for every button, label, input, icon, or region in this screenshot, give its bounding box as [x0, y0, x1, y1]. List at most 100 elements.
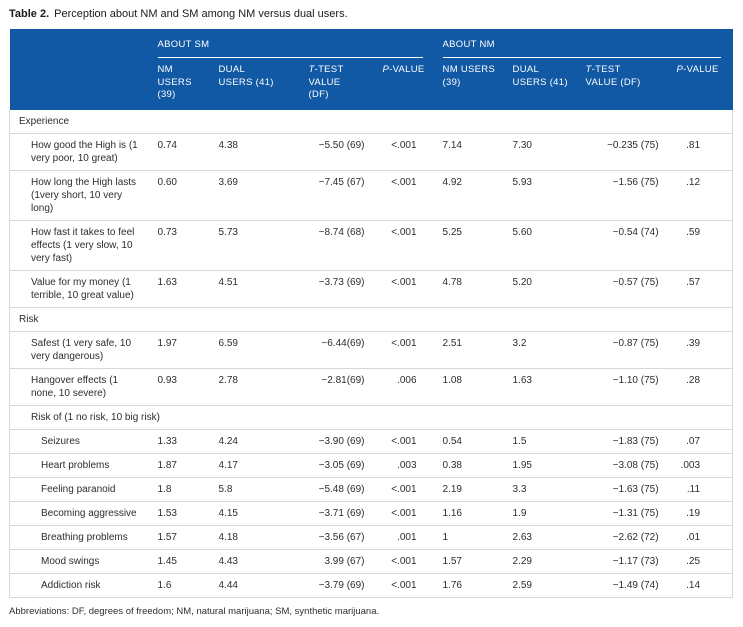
abbreviations-footnote: Abbreviations: DF, degrees of freedom; N… — [9, 605, 380, 617]
value-cell: 0.93 — [149, 368, 211, 406]
value-cell: 1.45 — [149, 549, 211, 574]
value-cell: 7.30 — [504, 133, 578, 171]
value-cell: .001 — [374, 525, 435, 550]
value-cell: −7.45 (67) — [300, 170, 375, 221]
value-cell: 5.8 — [210, 477, 301, 502]
value-cell: 1.5 — [504, 429, 578, 454]
value-cell: 5.93 — [504, 170, 578, 221]
col-header-sm-nm-users: NM USERS (39) — [149, 58, 211, 110]
value-cell: 3.3 — [504, 477, 578, 502]
perception-table: ABOUT SM ABOUT NM NM USERS (39) DUAL USE… — [8, 29, 734, 598]
row-label: Hangover effects (1 none, 10 severe) — [9, 368, 150, 406]
value-cell: −0.54 (74) — [577, 220, 669, 271]
value-cell: −3.90 (69) — [300, 429, 375, 454]
value-cell: −6.44(69) — [300, 331, 375, 369]
value-cell: .003 — [668, 453, 734, 478]
value-cell: .25 — [668, 549, 734, 574]
value-cell: 5.60 — [504, 220, 578, 271]
value-cell: 4.24 — [210, 429, 301, 454]
value-cell: .28 — [668, 368, 734, 406]
value-cell: 5.25 — [434, 220, 505, 271]
value-cell: .39 — [668, 331, 734, 369]
row-label: Feeling paranoid — [9, 477, 150, 502]
value-cell: .59 — [668, 220, 734, 271]
value-cell: 4.51 — [210, 270, 301, 308]
col-header-nm-dual-users: DUAL USERS (41) — [504, 58, 578, 110]
row-label: Breathing problems — [9, 525, 150, 550]
value-cell: .57 — [668, 270, 734, 308]
table-row: Hangover effects (1 none, 10 severe) 0.93… — [9, 368, 734, 406]
value-cell: −2.62 (72) — [577, 525, 669, 550]
section-label: Experience — [8, 109, 734, 134]
row-label: Addiction risk — [9, 573, 150, 598]
value-cell: 1.76 — [434, 573, 505, 598]
table-row: How fast it takes to feel effects (1 ver… — [9, 220, 734, 271]
value-cell: <.001 — [374, 270, 435, 308]
table-caption-text: Perception about NM and SM among NM vers… — [54, 8, 348, 20]
table-row: Safest (1 very safe, 10 very dangerous) 1… — [9, 331, 734, 369]
table-body: Experience How good the High is (1 very p… — [8, 109, 734, 598]
value-cell: −0.57 (75) — [577, 270, 669, 308]
value-cell: 0.54 — [434, 429, 505, 454]
value-cell: 1.6 — [149, 573, 211, 598]
value-cell: 1.9 — [504, 501, 578, 526]
table-row: Heart problems 1.87 4.17 −3.05 (69) .003 0.38… — [9, 453, 734, 478]
row-label: Becoming aggressive — [9, 501, 150, 526]
value-cell: −1.31 (75) — [577, 501, 669, 526]
value-cell: −1.56 (75) — [577, 170, 669, 221]
value-cell: −0.235 (75) — [577, 133, 669, 171]
value-cell: 1.87 — [149, 453, 211, 478]
value-cell: 4.44 — [210, 573, 301, 598]
value-cell: 1.95 — [504, 453, 578, 478]
section-row: Risk — [8, 307, 734, 332]
value-cell: .003 — [374, 453, 435, 478]
value-cell: 2.51 — [434, 331, 505, 369]
table-row: Seizures 1.33 4.24 −3.90 (69) <.001 0.54 1.5 −1… — [9, 429, 734, 454]
section-label: Risk — [8, 307, 734, 332]
table-row: How long the High lasts (1very short, 10… — [9, 170, 734, 221]
value-cell: .006 — [374, 368, 435, 406]
value-cell: 1.08 — [434, 368, 505, 406]
value-cell: <.001 — [374, 549, 435, 574]
value-cell: 1.8 — [149, 477, 211, 502]
col-header-sm-ttest: T-TEST VALUE (DF) — [300, 58, 375, 110]
value-cell: 4.78 — [434, 270, 505, 308]
value-cell: −1.63 (75) — [577, 477, 669, 502]
value-cell: −1.10 (75) — [577, 368, 669, 406]
value-cell: 1.97 — [149, 331, 211, 369]
value-cell: 4.17 — [210, 453, 301, 478]
value-cell: .19 — [668, 501, 734, 526]
value-cell: .01 — [668, 525, 734, 550]
row-label: Seizures — [9, 429, 150, 454]
group-label-about-sm: ABOUT SM — [157, 39, 423, 59]
value-cell: 5.73 — [210, 220, 301, 271]
col-header-nm-pvalue: P-VALUE — [668, 58, 733, 110]
value-cell: −8.74 (68) — [300, 220, 375, 271]
value-cell: <.001 — [374, 220, 435, 271]
value-cell: 3.99 (67) — [300, 549, 375, 574]
group-header-about-sm: ABOUT SM — [149, 29, 435, 59]
value-cell: .07 — [668, 429, 734, 454]
row-label: Value for my money (1 terrible, 10 great… — [9, 270, 150, 308]
value-cell: −0.87 (75) — [577, 331, 669, 369]
col-header-sm-dual-users: DUAL USERS (41) — [210, 58, 301, 110]
value-cell: 1.63 — [504, 368, 578, 406]
table-caption-number: Table 2. — [9, 8, 50, 20]
value-cell: 4.92 — [434, 170, 505, 221]
table-row: Addiction risk 1.6 4.44 −3.79 (69) <.001 1.76… — [9, 573, 734, 598]
value-cell: 0.73 — [149, 220, 211, 271]
value-cell: <.001 — [374, 429, 435, 454]
row-label: How long the High lasts (1very short, 10… — [9, 170, 150, 221]
value-cell: 4.18 — [210, 525, 301, 550]
table-row: Breathing problems 1.57 4.18 −3.56 (67) .001… — [9, 525, 734, 550]
value-cell: 1.57 — [434, 549, 505, 574]
value-cell: 4.38 — [210, 133, 301, 171]
row-label: Heart problems — [9, 453, 150, 478]
value-cell: .12 — [668, 170, 734, 221]
corner-cell — [9, 29, 150, 59]
value-cell: −5.48 (69) — [300, 477, 375, 502]
group-label-about-nm: ABOUT NM — [442, 39, 721, 59]
value-cell: 0.74 — [149, 133, 211, 171]
value-cell: 2.59 — [504, 573, 578, 598]
